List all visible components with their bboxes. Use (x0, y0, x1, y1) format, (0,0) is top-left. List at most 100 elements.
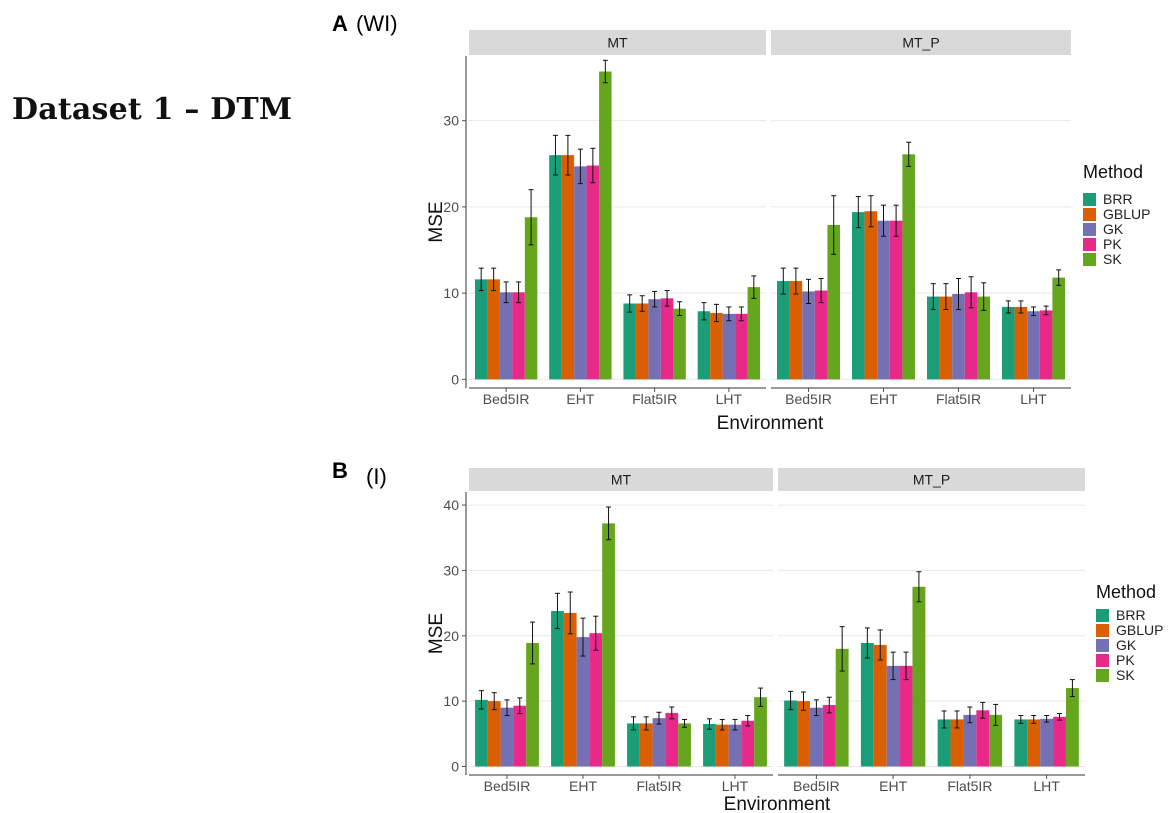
panel-a-facet-label: MT_P (902, 35, 939, 51)
panel-a-bar-gk (574, 166, 587, 380)
panel-a-legend-swatch-gk (1083, 223, 1096, 236)
page-title: Dataset 1 – DTM (12, 92, 293, 127)
panel-b-y-tick-label: 10 (443, 693, 459, 709)
panel-a-bar-gblup (710, 312, 723, 380)
panel-a-bar-gblup (561, 155, 575, 380)
panel-b-bar-brr (1014, 719, 1028, 767)
panel-a-y-tick-label: 30 (443, 113, 459, 129)
panel-a-bar-gk (1027, 311, 1040, 380)
panel-a-bar-gk (648, 299, 661, 380)
panel-b-facet-strip (469, 468, 773, 491)
panel-a-legend-swatch-pk (1083, 238, 1096, 251)
panel-b-bar-sk (526, 642, 539, 767)
panel-a-bar-brr (623, 303, 636, 380)
panel-b-bar-sk (678, 723, 691, 767)
panel-a-bar-brr (777, 281, 790, 380)
panel-b-y-tick-label: 20 (443, 628, 459, 644)
panel-b-legend-swatch-gblup (1096, 624, 1109, 637)
panel-a-legend-label-brr: BRR (1103, 191, 1133, 207)
panel-a-bar-pk (814, 290, 828, 380)
panel-b-bar-gk (500, 707, 514, 767)
panel-a-x-tick-label: Flat5IR (632, 391, 677, 407)
panel-b-bar-gk (1040, 718, 1054, 767)
panel-b-facet-label: MT_P (913, 472, 950, 488)
panel-b-bar-sk (912, 586, 926, 767)
panel-b-bar-brr (784, 700, 798, 767)
panel-b-bar-pk (741, 720, 755, 767)
panel-b-bar-brr (703, 724, 716, 767)
panel-b-x-tick-label: LHT (722, 778, 749, 794)
panel-b-x-tick-label: EHT (879, 778, 907, 794)
panel-a-bar-pk (964, 292, 978, 380)
panel-b-legend-title: Method (1096, 582, 1156, 602)
panel-a-bar-brr (697, 311, 711, 380)
panel-a-x-tick-label: Flat5IR (936, 391, 981, 407)
panel-b-x-tick-label: Flat5IR (636, 778, 681, 794)
panel-b-bar-brr (937, 719, 951, 767)
panel-b-bar-brr (627, 723, 640, 767)
panel-b-subtitle: (I) (366, 464, 387, 489)
panel-b-legend-label-sk: SK (1116, 667, 1135, 683)
panel-b-bar-brr (475, 699, 488, 767)
panel-a-bar-pk (1039, 310, 1053, 380)
panel-a-bar-sk (599, 71, 612, 380)
panel-a-bar-sk (524, 217, 538, 380)
panel-a-bar-gk (952, 294, 965, 380)
panel-a-y-tick-label: 0 (451, 371, 459, 387)
panel-a-x-tick-label: EHT (870, 391, 898, 407)
panel-b-bar-sk (754, 697, 767, 767)
panel-b-bar-gblup (873, 644, 887, 767)
panel-a-y-tick-label: 10 (443, 285, 459, 301)
panel-a-x-tick-label: LHT (1020, 391, 1047, 407)
panel-b-bar-sk (602, 523, 615, 767)
panel-a-bar-pk (586, 165, 600, 380)
panel-b-y-tick-label: 30 (443, 562, 459, 578)
panel-b-bar-gblup (639, 723, 653, 767)
panel-b-x-tick-label: EHT (569, 778, 597, 794)
panel-b-letter: B (332, 458, 348, 483)
panel-a-legend-label-sk: SK (1103, 251, 1122, 267)
panel-b-bar-pk (976, 710, 990, 767)
panel-b-bar-gk (576, 637, 590, 767)
panel-b-bar-sk (1065, 688, 1079, 767)
panel-a-y-tick-label: 20 (443, 199, 459, 215)
panel-a-bar-pk (660, 298, 674, 380)
panel-a-bar-sk (747, 287, 761, 380)
panel-b-y-tick-label: 40 (443, 497, 459, 513)
panel-b-bar-pk (589, 633, 603, 767)
panel-a-bar-sk (673, 308, 686, 380)
panel-b-bar-gk (652, 718, 666, 767)
panel-a-bar-sk (1052, 277, 1065, 380)
panel-a-bar-gk (802, 291, 815, 380)
panel-a-x-tick-label: EHT (566, 391, 594, 407)
panel-a-bar-pk (889, 220, 903, 380)
panel-b-legend-swatch-sk (1096, 669, 1109, 682)
panel-b-bar-gk (963, 714, 977, 767)
panel-a-legend-swatch-sk (1083, 253, 1096, 266)
panel-a-bar-brr (474, 279, 488, 380)
panel-a-bar-sk (977, 296, 990, 380)
panel-a-bar-brr (549, 155, 562, 380)
panel-a-bar-gblup (864, 211, 878, 380)
panel-b-bar-gblup (1027, 719, 1041, 767)
panel-a-legend-label-pk: PK (1103, 236, 1122, 252)
panel-b-bar-gk (886, 665, 900, 767)
panel-b-legend-label-pk: PK (1116, 652, 1135, 668)
panel-a-legend-swatch-brr (1083, 193, 1096, 206)
panel-a-letter: A (332, 11, 348, 36)
panel-b-bar-sk (989, 714, 1003, 767)
panel-b-facet-strip (778, 468, 1085, 491)
panel-a-x-tick-label: LHT (716, 391, 743, 407)
panel-b-bar-sk (835, 648, 849, 767)
panel-b-bar-gblup (797, 701, 810, 767)
panel-a-legend-title: Method (1083, 162, 1143, 182)
panel-b-bar-gblup (715, 724, 729, 767)
panel-b-x-tick-label: Bed5IR (793, 778, 840, 794)
panel-b-legend-label-brr: BRR (1116, 607, 1146, 623)
panel-b-x-tick-label: Flat5IR (947, 778, 992, 794)
panel-b-bar-gk (809, 707, 823, 767)
panel-a-bar-brr (852, 212, 865, 380)
panel-b-x-tick-label: Bed5IR (484, 778, 531, 794)
panel-b-x-tick-label: LHT (1033, 778, 1060, 794)
